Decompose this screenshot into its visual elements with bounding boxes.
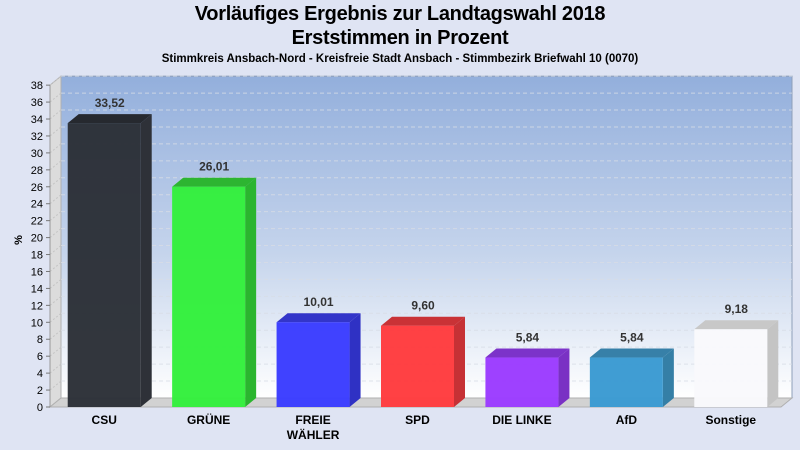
bar-side[interactable]: [349, 313, 361, 407]
chart-detail: Stimmkreis Ansbach-Nord - Kreisfreie Sta…: [161, 53, 639, 65]
bar-side[interactable]: [662, 348, 674, 407]
value-label: 9,60: [411, 299, 435, 313]
bar-front[interactable]: [589, 357, 663, 407]
y-tick-label: 26: [31, 182, 43, 194]
y-tick-label: 30: [31, 148, 43, 160]
category-label: GRÜNE: [187, 412, 230, 427]
category-label: CSU: [92, 413, 117, 427]
y-tick-label: 24: [31, 199, 43, 211]
category-label: Sonstige: [705, 413, 756, 427]
bar-front[interactable]: [172, 186, 246, 407]
plot-left-wall: [49, 75, 62, 409]
value-label: 5,84: [620, 331, 644, 345]
bar-top[interactable]: [67, 114, 152, 124]
y-tick-label: 0: [37, 402, 43, 414]
y-tick-label: 14: [31, 283, 43, 295]
y-tick-label: 8: [37, 334, 43, 346]
value-label: 33,52: [95, 96, 125, 110]
y-tick-label: 2: [37, 385, 43, 397]
bar-spd[interactable]: [381, 316, 465, 407]
bar-afd[interactable]: [589, 348, 674, 407]
bar-front[interactable]: [694, 329, 768, 407]
bar-top[interactable]: [485, 348, 570, 358]
category-label: SPD: [405, 413, 430, 427]
y-axis-label: %: [13, 235, 25, 245]
y-tick-label: 34: [31, 114, 43, 126]
bar-top[interactable]: [172, 177, 257, 187]
y-tick-label: 36: [31, 97, 43, 109]
bar-side[interactable]: [558, 348, 570, 407]
value-label: 26,01: [199, 160, 229, 174]
bar-front[interactable]: [485, 357, 559, 407]
bar-side[interactable]: [245, 177, 257, 407]
y-tick-label: 10: [31, 317, 43, 329]
chart-title: Vorläufiges Ergebnis zur Landtagswahl 20…: [194, 3, 606, 25]
category-label: FREIE: [295, 413, 330, 427]
bar-front[interactable]: [381, 325, 454, 407]
value-label: 10,01: [304, 295, 334, 309]
y-tick-label: 38: [31, 80, 43, 92]
y-tick-label: 6: [37, 351, 43, 363]
value-label: 5,84: [516, 331, 540, 345]
y-tick-label: 16: [31, 266, 43, 278]
bar-front[interactable]: [276, 322, 350, 407]
y-tick-label: 20: [31, 233, 43, 245]
bar-die-linke[interactable]: [485, 348, 570, 407]
y-tick-label: 18: [31, 250, 43, 262]
value-label: 9,18: [725, 302, 749, 316]
bar-front[interactable]: [67, 123, 141, 407]
bar-side[interactable]: [140, 114, 152, 407]
bar-freie-wähler[interactable]: [276, 313, 361, 407]
category-label: DIE LINKE: [492, 413, 551, 427]
y-tick-label: 12: [31, 300, 43, 312]
bar-grüne[interactable]: [172, 177, 257, 407]
bar-side[interactable]: [454, 316, 465, 407]
y-tick-label: 32: [31, 131, 43, 143]
category-label: WÄHLER: [287, 427, 340, 442]
y-tick-label: 28: [31, 165, 43, 177]
bar-side[interactable]: [767, 320, 779, 407]
bar-csu[interactable]: [67, 114, 152, 407]
bar-top[interactable]: [589, 348, 674, 358]
bar-top[interactable]: [381, 316, 465, 326]
bar-top[interactable]: [276, 313, 361, 323]
y-tick-label: 22: [31, 216, 43, 228]
bar-sonstige[interactable]: [694, 320, 779, 407]
category-label: AfD: [616, 413, 638, 427]
bar-top[interactable]: [694, 320, 779, 330]
y-tick-label: 4: [37, 368, 43, 380]
chart-subtitle: Erststimmen in Prozent: [291, 27, 509, 49]
